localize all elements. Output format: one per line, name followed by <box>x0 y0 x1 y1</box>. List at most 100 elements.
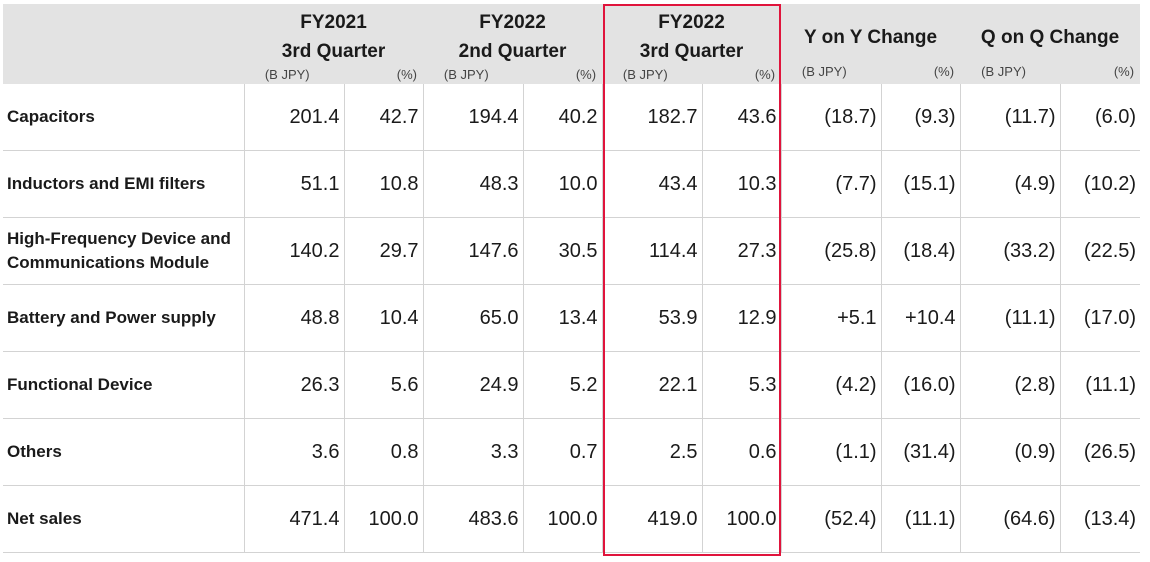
header-corner <box>3 4 244 84</box>
table-row: Battery and Power supply 48.8 10.4 65.0 13.4… <box>3 284 1141 352</box>
table-cell: (4.9) <box>960 150 1061 218</box>
table-row: High-Frequency Device and Communications… <box>3 217 1141 285</box>
table-cell: (52.4) <box>781 485 882 553</box>
table-cell: 419.0 <box>602 485 703 553</box>
table-cell: 100.0 <box>702 485 782 553</box>
header-line1: FY2022 <box>479 12 546 33</box>
table-cell: 24.9 <box>423 351 524 419</box>
table-cell: 43.4 <box>602 150 703 218</box>
header-line1: Y on Y Change <box>804 27 938 48</box>
row-label: Net sales <box>3 485 245 553</box>
table-cell: 2.5 <box>602 418 703 486</box>
header-line2: 3rd Quarter <box>639 41 744 62</box>
table-cell: 10.3 <box>702 150 782 218</box>
table-cell: 10.8 <box>344 150 424 218</box>
table-cell: 42.7 <box>344 84 424 151</box>
table-cell: 483.6 <box>423 485 524 553</box>
table-cell: 43.6 <box>702 84 782 151</box>
table-cell: (16.0) <box>881 351 961 419</box>
table-cell: 27.3 <box>702 217 782 285</box>
header-line1: Q on Q Change <box>980 27 1120 48</box>
table-cell: 100.0 <box>344 485 424 553</box>
header-line1: FY2022 <box>658 12 725 33</box>
unit-label: (%) <box>754 67 776 82</box>
header-line1: FY2021 <box>300 12 367 33</box>
table-cell: (1.1) <box>781 418 882 486</box>
header-line2: 2nd Quarter <box>458 41 567 62</box>
table-cell: +10.4 <box>881 284 961 352</box>
row-label: High-Frequency Device and Communications… <box>3 217 245 285</box>
table-cell: 51.1 <box>244 150 345 218</box>
table-cell: (18.7) <box>781 84 882 151</box>
table-cell: (11.7) <box>960 84 1061 151</box>
unit-label: (B JPY) <box>981 64 1026 79</box>
table-cell: (11.1) <box>1060 351 1141 419</box>
table-cell: 13.4 <box>523 284 603 352</box>
table-cell: (11.1) <box>881 485 961 553</box>
table-cell: 3.3 <box>423 418 524 486</box>
table-cell: (64.6) <box>960 485 1061 553</box>
row-label: Capacitors <box>3 84 245 151</box>
table-cell: (0.9) <box>960 418 1061 486</box>
table-cell: 5.2 <box>523 351 603 419</box>
header-group: FY2021 3rd Quarter (B JPY) (%) <box>244 4 424 84</box>
header-group: Q on Q Change (B JPY) (%) <box>960 4 1141 84</box>
table-cell: 140.2 <box>244 217 345 285</box>
unit-label: (B JPY) <box>622 67 668 82</box>
table-cell: (7.7) <box>781 150 882 218</box>
table-cell: (11.1) <box>960 284 1061 352</box>
row-label: Functional Device <box>3 351 245 419</box>
table-cell: (9.3) <box>881 84 961 151</box>
unit-label: (%) <box>575 67 597 82</box>
table-cell: 10.4 <box>344 284 424 352</box>
sales-by-segment-table: FY2021 3rd Quarter (B JPY) (%) FY2022 2nd Q… <box>3 4 1141 553</box>
unit-label: (B JPY) <box>264 67 310 82</box>
table-cell: (4.2) <box>781 351 882 419</box>
table-cell: 471.4 <box>244 485 345 553</box>
header-row: FY2021 3rd Quarter (B JPY) (%) FY2022 2nd Q… <box>3 4 1141 84</box>
table-row: Capacitors 201.4 42.7 194.4 40.2 182.7 43.6 (18… <box>3 84 1141 151</box>
unit-label: (B JPY) <box>801 64 847 79</box>
table-cell: (2.8) <box>960 351 1061 419</box>
table-cell: 5.6 <box>344 351 424 419</box>
table-cell: (15.1) <box>881 150 961 218</box>
table-cell: (17.0) <box>1060 284 1141 352</box>
unit-label: (%) <box>396 67 418 82</box>
table-cell: 201.4 <box>244 84 345 151</box>
row-label: Battery and Power supply <box>3 284 245 352</box>
table-cell: (13.4) <box>1060 485 1141 553</box>
table-cell: (26.5) <box>1060 418 1141 486</box>
table-cell: 22.1 <box>602 351 703 419</box>
table-cell: 29.7 <box>344 217 424 285</box>
table-row: Others 3.6 0.8 3.3 0.7 2.5 0.6 (1.1) (31.4) (0.9)… <box>3 418 1141 486</box>
header-line2: 3rd Quarter <box>281 41 386 62</box>
table-cell: 0.6 <box>702 418 782 486</box>
table-cell: 40.2 <box>523 84 603 151</box>
table-cell: 114.4 <box>602 217 703 285</box>
table-cell: (22.5) <box>1060 217 1141 285</box>
table-cell: 0.8 <box>344 418 424 486</box>
table-cell: (33.2) <box>960 217 1061 285</box>
table-row: Inductors and EMI filters 51.1 10.8 48.3 10.… <box>3 150 1141 218</box>
table-cell: 48.8 <box>244 284 345 352</box>
unit-label: (B JPY) <box>443 67 489 82</box>
table-row: Net sales 471.4 100.0 483.6 100.0 419.0 100.0(… <box>3 485 1141 553</box>
table-cell: 100.0 <box>523 485 603 553</box>
table-cell: 65.0 <box>423 284 524 352</box>
table-cell: 0.7 <box>523 418 603 486</box>
table-cell: 194.4 <box>423 84 524 151</box>
table-cell: 5.3 <box>702 351 782 419</box>
header-group: FY2022 3rd Quarter (B JPY) (%) <box>602 4 782 84</box>
table-cell: 53.9 <box>602 284 703 352</box>
header-group: FY2022 2nd Quarter (B JPY) (%) <box>423 4 603 84</box>
table-cell: (25.8) <box>781 217 882 285</box>
table-cell: (31.4) <box>881 418 961 486</box>
table-cell: 12.9 <box>702 284 782 352</box>
table-cell: 10.0 <box>523 150 603 218</box>
row-label: Others <box>3 418 245 486</box>
header-group: Y on Y Change (B JPY) (%) <box>781 4 961 84</box>
table-row: Functional Device 26.3 5.6 24.9 5.2 22.1 5.3 (4… <box>3 351 1141 419</box>
table-cell: +5.1 <box>781 284 882 352</box>
table-cell: (10.2) <box>1060 150 1141 218</box>
unit-label: (%) <box>1113 64 1135 79</box>
